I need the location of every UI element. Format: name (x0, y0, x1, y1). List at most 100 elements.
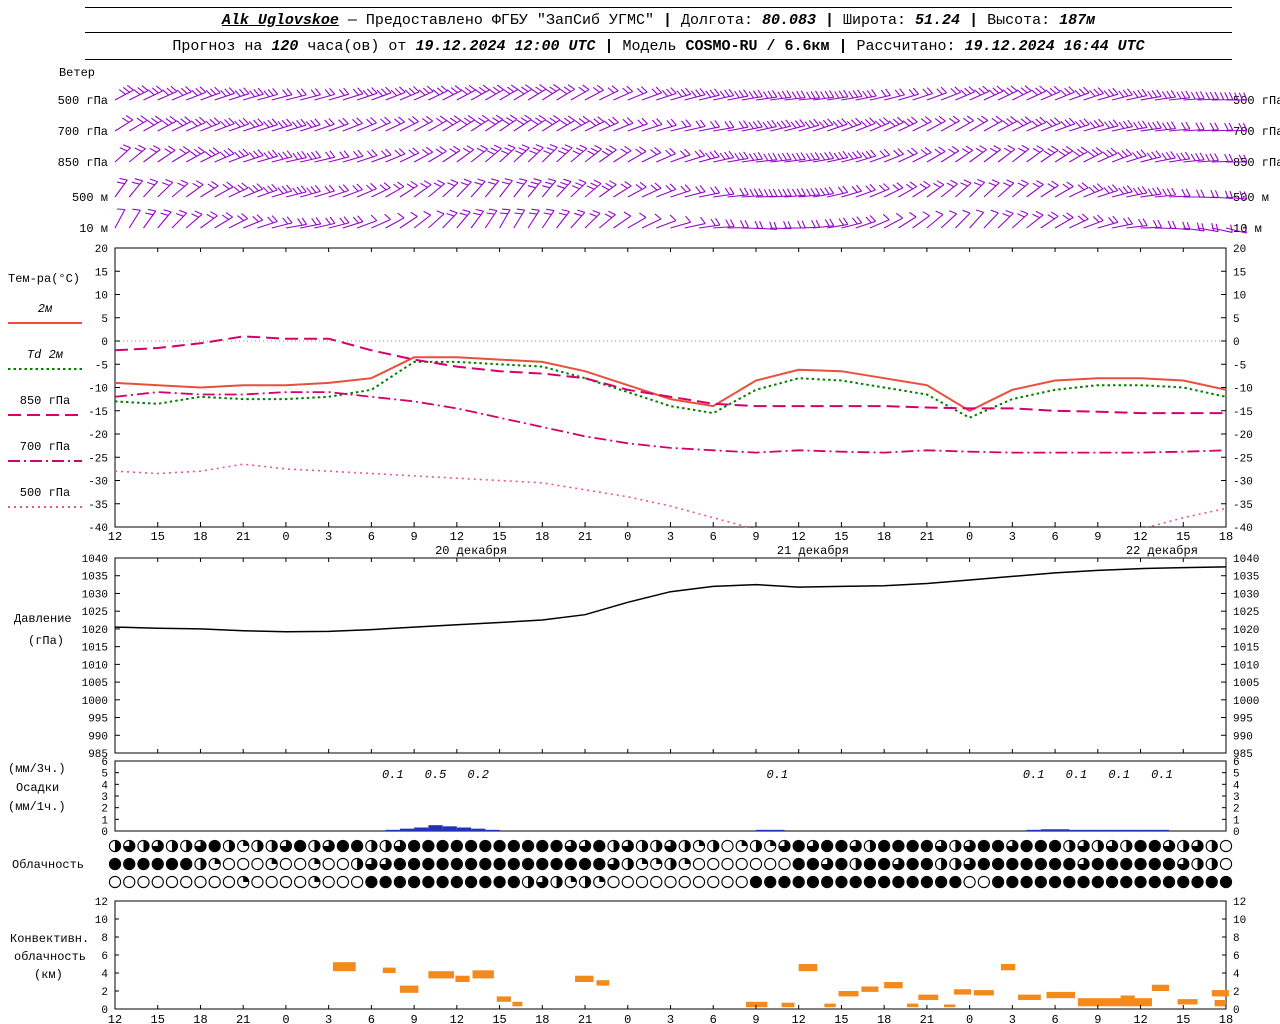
wind-level-label-right: 850 гПа (1233, 156, 1280, 170)
wind-barb (627, 117, 648, 132)
wind-barb (214, 117, 235, 132)
cloud-cover-fill (1021, 840, 1032, 852)
wind-barb (1126, 186, 1148, 198)
hour-label: 3 (667, 530, 674, 544)
wind-barb (1097, 87, 1119, 101)
cloud-cover-fill (1006, 840, 1018, 852)
axis-tick-label: 1015 (1233, 643, 1259, 655)
cloud-cover-fill (243, 876, 249, 882)
wind-barb (727, 120, 749, 132)
wind-barb (1097, 184, 1119, 198)
axis-tick-label: 1035 (1233, 572, 1259, 584)
wind-barb (1140, 187, 1162, 198)
precip-amount-label: 0.2 (467, 768, 489, 782)
wind-barb (1225, 122, 1248, 132)
convective-cloud-bar (1177, 999, 1198, 1005)
precip-bar (442, 826, 457, 831)
cloud-cover-fill (124, 858, 135, 870)
cloud-cover-fill (1149, 858, 1160, 870)
wind-barb (271, 150, 293, 163)
convective-cloud-bar (973, 990, 994, 996)
cloud-cover-fill (656, 858, 662, 864)
cloud-cover-symbol (336, 875, 350, 889)
wind-barb (869, 117, 890, 132)
wind-barb (827, 217, 849, 229)
cloud-cover-symbol (237, 857, 250, 871)
wind-barb (200, 147, 220, 163)
axis-tick-label: 1005 (1233, 678, 1259, 690)
wind-barb (271, 88, 293, 101)
cloud-cover-fill (585, 876, 591, 888)
wind-barb (684, 185, 706, 198)
wind-barb (513, 144, 530, 163)
pressure-unit-label: (гПа) (28, 634, 64, 648)
precip-bar (1097, 829, 1113, 831)
wind-barb (812, 218, 835, 229)
cloud-cover-fill (152, 858, 163, 870)
axis-tick-label: -5 (95, 360, 108, 372)
wind-barb (1126, 88, 1148, 101)
wind-barb (955, 86, 976, 101)
cloud-cover-fill (480, 876, 491, 888)
cloud-cover-fill (1097, 840, 1104, 852)
cloud-cover-fill (1092, 858, 1104, 870)
wind-barb (969, 85, 990, 101)
precip-bar (1083, 829, 1098, 831)
cloud-cover-fill (408, 840, 420, 852)
axis-tick-label: 12 (1233, 897, 1246, 909)
cloud-cover-symbol (151, 875, 164, 889)
wind-barb (399, 86, 420, 101)
hour-label-bottom: 6 (710, 1013, 717, 1024)
wind-barb (1083, 214, 1104, 229)
wind-barb (527, 114, 547, 132)
wind-barb (969, 145, 987, 163)
wind-barb (584, 116, 605, 132)
cloud-cover-fill (394, 840, 406, 852)
wind-barb (727, 187, 749, 198)
cloud-cover-fill (807, 876, 819, 888)
wind-barb (143, 178, 159, 198)
convective-cloud-bar (953, 989, 972, 995)
hour-label-bottom: 18 (193, 1013, 207, 1024)
wind-barb (670, 87, 692, 101)
hour-label: 18 (193, 530, 207, 544)
temperature-frame (114, 247, 1227, 528)
wind-level-label-left: 500 м (72, 191, 108, 205)
precip-amount-label: 0.1 (1066, 768, 1088, 782)
cloud-cover-fill (599, 876, 605, 882)
axis-tick-label: 2 (1233, 987, 1240, 999)
axis-tick-label: 4 (101, 969, 108, 981)
longitude-label: Долгота: (680, 11, 753, 29)
cloud-cover-fill (271, 840, 278, 852)
wind-barb (855, 183, 876, 198)
axis-tick-label: 20 (1233, 244, 1246, 256)
wind-barb (399, 211, 418, 229)
wind-barb (1211, 122, 1234, 132)
temp-series-500 гПа (1142, 507, 1226, 528)
cloud-cover-fill (921, 876, 933, 888)
cloud-cover-fill (522, 858, 534, 870)
cloud-cover-symbol (265, 875, 278, 889)
wind-barb (898, 181, 918, 198)
axis-tick-label: 8 (101, 933, 108, 945)
wind-barb (385, 116, 405, 132)
wind-barb (285, 217, 308, 229)
wind-barb (613, 145, 632, 163)
cloud-cover-fill (465, 840, 477, 852)
convective-cloud-bar (332, 962, 356, 972)
wind-barb (570, 209, 586, 229)
axis-tick-label: 995 (1233, 714, 1253, 726)
wind-barb (542, 115, 561, 132)
cloud-cover-fill (556, 876, 563, 888)
wind-barb (570, 84, 590, 101)
axis-tick-label: -35 (1233, 500, 1253, 512)
wind-barb (185, 146, 205, 163)
axis-tick-label: 6 (1233, 757, 1240, 769)
wind-barb (1054, 181, 1074, 198)
wind-barb (784, 188, 806, 198)
hour-label-bottom: 3 (1009, 1013, 1016, 1024)
cloud-cover-symbol (607, 875, 620, 889)
hour-label: 9 (1094, 530, 1101, 544)
wind-barb (128, 85, 149, 101)
wind-barb (755, 188, 778, 198)
